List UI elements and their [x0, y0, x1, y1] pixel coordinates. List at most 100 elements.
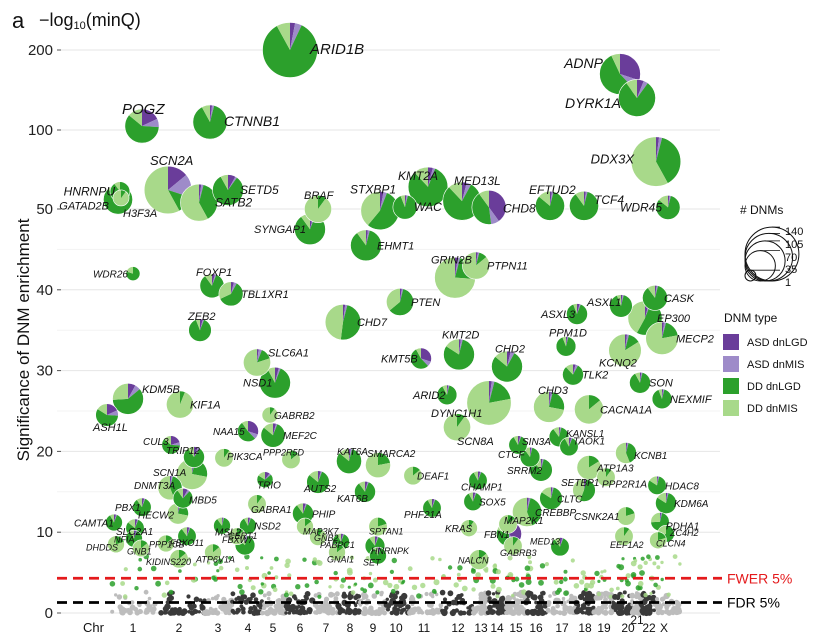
- background-point: [428, 610, 432, 615]
- background-point: [447, 590, 454, 597]
- gene-pie: [466, 380, 512, 426]
- background-point: [505, 595, 512, 601]
- pie-slice: [200, 318, 203, 331]
- pie-slice: [194, 446, 198, 458]
- gene-label: PPM1D: [549, 327, 587, 339]
- gene-label: CHD3: [538, 385, 569, 397]
- pie-outline: [213, 516, 231, 535]
- pie-slice: [668, 195, 670, 208]
- pie-outline: [548, 426, 570, 448]
- pie-slice: [380, 191, 384, 211]
- pie-slice: [194, 447, 201, 458]
- pie-slice: [469, 519, 474, 529]
- pie-slice: [142, 498, 146, 508]
- pie-slice: [518, 435, 521, 445]
- background-point: [671, 605, 678, 613]
- chromosome-label: 6: [297, 621, 304, 635]
- pie-slice: [180, 184, 208, 222]
- pie-slice: [213, 517, 231, 535]
- gene-pie: [647, 475, 667, 495]
- gene-pie: [180, 183, 218, 222]
- minor-gene-point: [267, 571, 271, 575]
- pie-slice: [541, 458, 543, 470]
- background-point: [342, 593, 348, 599]
- pie-slice: [369, 536, 375, 546]
- minor-gene-point: [527, 555, 532, 560]
- pie-slice: [462, 251, 490, 280]
- pie-outline: [296, 517, 314, 536]
- size-legend-label: 1: [785, 277, 791, 289]
- pie-slice: [589, 394, 601, 410]
- gene-labels: ARID1B ADNP DYRK1A POGZ CTNNB1 SCN2A DDX3X HNRN…: [59, 41, 714, 568]
- pie-slice: [170, 475, 172, 488]
- background-point: [150, 610, 156, 615]
- pie-slice: [296, 518, 314, 536]
- minor-gene-point: [643, 592, 648, 598]
- gene-pie: [256, 471, 274, 489]
- pie-slice: [645, 321, 679, 355]
- pie-slice: [512, 497, 533, 527]
- pie-slice: [369, 547, 387, 565]
- gene-label: ARID2: [412, 390, 445, 402]
- background-point: [454, 609, 459, 613]
- background-point: [603, 597, 608, 603]
- background-point: [354, 603, 358, 608]
- background-point: [164, 611, 168, 615]
- background-point: [250, 592, 256, 598]
- pie-slice: [248, 517, 251, 526]
- minor-gene-point: [660, 577, 664, 582]
- gene-pie: [609, 294, 633, 318]
- gene-pie: [596, 467, 616, 487]
- background-point: [537, 595, 543, 601]
- gene-label: NSD1: [243, 378, 272, 390]
- pie-slice: [513, 536, 519, 546]
- pie-slice: [432, 499, 436, 508]
- pie-slice: [596, 468, 616, 487]
- background-point: [284, 611, 288, 615]
- pie-slice: [655, 195, 681, 220]
- pie-slice: [428, 167, 436, 187]
- pie-slice: [473, 471, 478, 481]
- gene-pie: [214, 448, 234, 468]
- background-point: [622, 590, 627, 595]
- gene-label: GABRB2: [274, 411, 315, 422]
- pie-outline: [324, 303, 362, 341]
- gene-pie: [354, 480, 376, 503]
- pie-slice: [569, 437, 573, 447]
- minor-gene-point: [588, 582, 594, 589]
- pie-outline: [350, 229, 382, 262]
- minor-gene-point: [389, 569, 394, 575]
- pie-slice: [257, 348, 263, 363]
- chromosome-label: 8: [347, 621, 354, 635]
- gene-label: SET: [363, 558, 382, 568]
- gene-pie: [204, 543, 222, 562]
- gene-pie: [369, 546, 387, 565]
- gene-pie: [508, 435, 528, 455]
- pie-slice: [428, 167, 433, 187]
- gene-label: MAP2K1: [504, 516, 543, 527]
- pie-slice: [549, 391, 565, 410]
- gene-label: WAC: [414, 200, 442, 214]
- background-point: [371, 593, 378, 599]
- pie-slice: [136, 497, 142, 508]
- gene-pie: [608, 333, 642, 368]
- pie-slice: [462, 181, 467, 202]
- gene-pie: [304, 195, 332, 223]
- gene-label: HECW2: [138, 511, 175, 522]
- pie-slice: [281, 450, 301, 469]
- pie-slice: [656, 136, 660, 162]
- pie-slice: [309, 528, 327, 546]
- pie-slice: [631, 136, 668, 187]
- background-point: [562, 607, 566, 611]
- gene-pie: [169, 549, 189, 569]
- minor-gene-point: [649, 591, 653, 596]
- pie-slice: [459, 338, 461, 355]
- minor-gene-point: [495, 569, 501, 575]
- pie-slice: [213, 543, 220, 553]
- background-point: [646, 604, 653, 610]
- pie-outline: [392, 194, 418, 220]
- gene-label: ARID1B: [309, 41, 364, 58]
- gene-label: CREBBP: [535, 508, 576, 519]
- background-point: [630, 594, 635, 598]
- background-point: [637, 606, 641, 610]
